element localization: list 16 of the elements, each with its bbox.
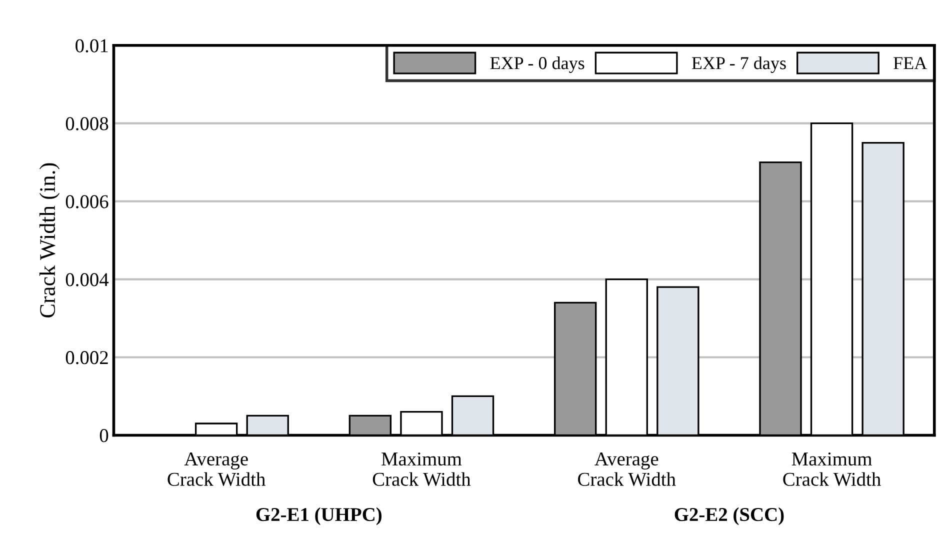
text: G2-E1 (UHPC) — [256, 507, 382, 526]
y-tick-label: 0.006 — [66, 195, 108, 208]
y-tick-label: 0.004 — [66, 273, 109, 286]
y-tick-label: 0.002 — [66, 351, 108, 364]
text: G2-E2 (SCC) — [674, 507, 784, 526]
x-tick-label: Average Crack Width — [578, 452, 676, 486]
legend-label: EXP - 7 days — [692, 56, 786, 73]
y-axis-title: Crack Width (in.) — [39, 163, 60, 318]
legend-label: FEA — [894, 57, 928, 70]
legend-label: EXP - 0 days — [490, 56, 584, 73]
x-tick-label: Average Crack Width — [168, 452, 266, 486]
y-tick-label: 0 — [100, 429, 108, 442]
y-tick-label: 0.008 — [66, 117, 108, 130]
y-tick-label: 0.01 — [76, 39, 108, 52]
x-tick-label: Maximum Crack Width — [372, 452, 471, 486]
x-tick-label: Maximum Crack Width — [783, 452, 881, 486]
